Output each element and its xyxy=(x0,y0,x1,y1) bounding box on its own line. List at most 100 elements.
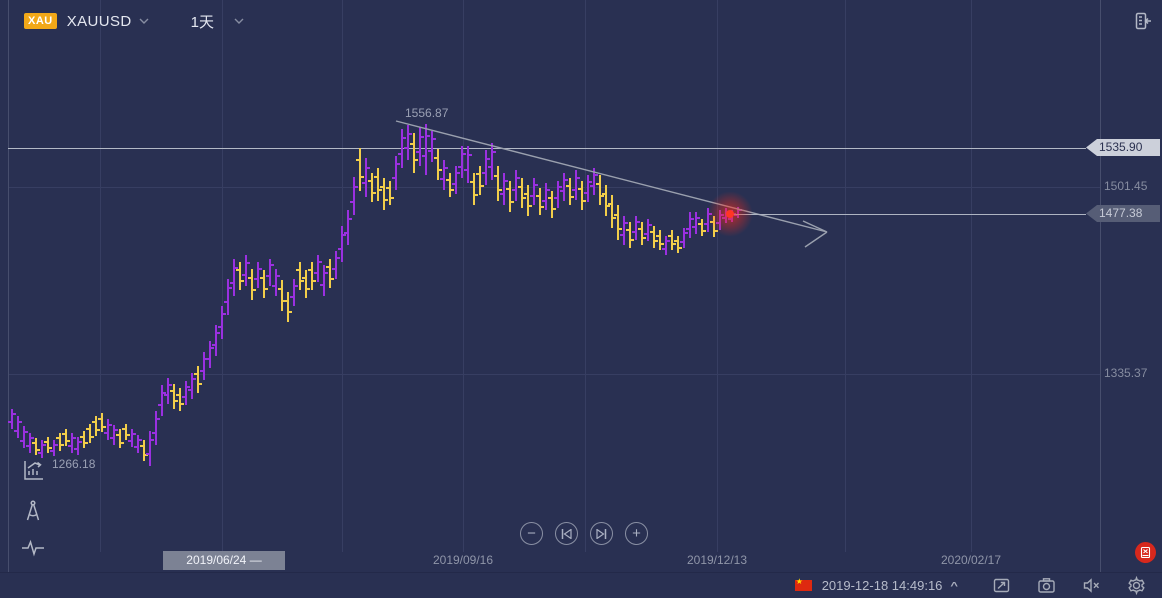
gridline-vertical xyxy=(585,0,586,552)
price-bar xyxy=(698,218,706,236)
price-bar xyxy=(164,378,172,405)
skip-to-end-button[interactable] xyxy=(590,522,613,545)
alert-price-tag[interactable]: 1535.90 xyxy=(1086,139,1160,156)
price-bar xyxy=(650,225,658,249)
price-bar xyxy=(548,190,556,218)
price-bar xyxy=(308,261,316,291)
price-bar xyxy=(302,269,310,298)
price-bar xyxy=(512,170,520,201)
price-bar xyxy=(542,182,550,210)
gridline-vertical xyxy=(463,0,464,552)
price-bar xyxy=(416,127,424,166)
timeframe-selector[interactable]: 1天 xyxy=(190,13,214,31)
zoom-in-button[interactable]: + xyxy=(625,522,648,545)
price-bar xyxy=(578,180,586,210)
gridline-vertical xyxy=(100,0,101,552)
price-bar xyxy=(626,222,634,249)
zoom-out-button[interactable]: − xyxy=(520,522,543,545)
price-bar xyxy=(506,180,514,213)
price-bar xyxy=(224,278,232,315)
price-bar xyxy=(344,209,352,245)
price-bar xyxy=(254,261,262,288)
price-bar xyxy=(656,230,664,251)
price-bar xyxy=(434,148,442,181)
gridline-vertical xyxy=(342,0,343,552)
price-bar xyxy=(188,372,196,399)
price-bar xyxy=(410,133,418,173)
price-bar xyxy=(146,431,154,467)
price-bar xyxy=(602,185,610,216)
price-bar xyxy=(290,278,298,306)
gridline-vertical xyxy=(971,0,972,552)
price-bar xyxy=(20,425,28,449)
symbol-logo-badge: XAU xyxy=(24,13,57,29)
price-bar xyxy=(674,235,682,253)
chart-nav-toolbar: − + xyxy=(520,522,648,545)
price-bar xyxy=(134,434,142,453)
price-bar xyxy=(170,383,178,409)
statusbar-collapse-icon[interactable]: ^ xyxy=(950,579,958,592)
price-bar xyxy=(158,385,166,416)
mail-alert-badge[interactable] xyxy=(1135,542,1156,563)
price-bar xyxy=(350,177,358,216)
price-bar xyxy=(572,170,580,200)
price-bar xyxy=(248,268,256,301)
price-bar xyxy=(80,431,88,449)
price-bar xyxy=(464,145,472,183)
price-bar xyxy=(260,269,268,298)
compass-icon[interactable] xyxy=(23,499,47,523)
price-bar xyxy=(686,212,694,239)
chart-header: XAU XAUUSD 1天 xyxy=(8,0,244,42)
price-bar xyxy=(386,180,394,206)
skip-to-start-button[interactable] xyxy=(555,522,578,545)
price-bar xyxy=(380,178,388,210)
price-scale-panel-button[interactable] xyxy=(1132,10,1154,32)
price-bar xyxy=(680,228,688,249)
settings-gear-icon[interactable] xyxy=(1127,576,1146,595)
price-bar xyxy=(356,147,364,191)
server-datetime: 2019-12-18 14:49:16 xyxy=(821,578,943,593)
price-bar xyxy=(14,415,22,439)
price-bar xyxy=(56,432,64,451)
price-tick-lower: 1335.37 xyxy=(1104,366,1148,380)
symbol-selector[interactable]: XAUUSD xyxy=(66,12,132,30)
price-bar xyxy=(152,411,160,445)
price-bar xyxy=(122,423,130,441)
horizontal-alert-line[interactable] xyxy=(8,148,1086,149)
current-price-line xyxy=(728,214,1086,215)
price-bar xyxy=(482,150,490,185)
low-price-label: 1266.18 xyxy=(52,457,96,471)
pulse-icon[interactable] xyxy=(20,538,44,562)
price-bar xyxy=(26,432,34,453)
price-bar xyxy=(320,265,328,296)
price-bar xyxy=(428,130,436,163)
price-bar xyxy=(284,292,292,322)
symbol-dropdown-icon[interactable] xyxy=(139,18,149,24)
price-bar xyxy=(608,195,616,228)
timeframe-dropdown-icon[interactable] xyxy=(234,18,244,24)
price-bar xyxy=(314,255,322,283)
price-bar xyxy=(530,178,538,206)
last-price-tag[interactable]: 1477.38 xyxy=(1086,205,1160,222)
price-bar xyxy=(266,258,274,286)
float-window-icon[interactable] xyxy=(992,576,1011,595)
price-bar xyxy=(422,124,430,175)
price-bar xyxy=(242,255,250,286)
price-bar xyxy=(584,174,592,202)
price-bar xyxy=(560,172,568,201)
gridline-horizontal xyxy=(8,374,1100,375)
price-bar xyxy=(92,415,100,436)
indicator-icon[interactable] xyxy=(21,458,45,482)
price-bar xyxy=(104,418,112,441)
screenshot-camera-icon[interactable] xyxy=(1037,576,1056,595)
price-bar xyxy=(392,155,400,190)
price-bar xyxy=(74,437,82,456)
time-axis-selected-range[interactable]: 2019/06/24 — xyxy=(163,551,285,570)
price-bar xyxy=(44,437,52,453)
price-bar xyxy=(458,145,466,179)
price-bar xyxy=(476,165,484,196)
mute-speaker-icon[interactable] xyxy=(1082,576,1101,595)
price-bar xyxy=(614,205,622,241)
